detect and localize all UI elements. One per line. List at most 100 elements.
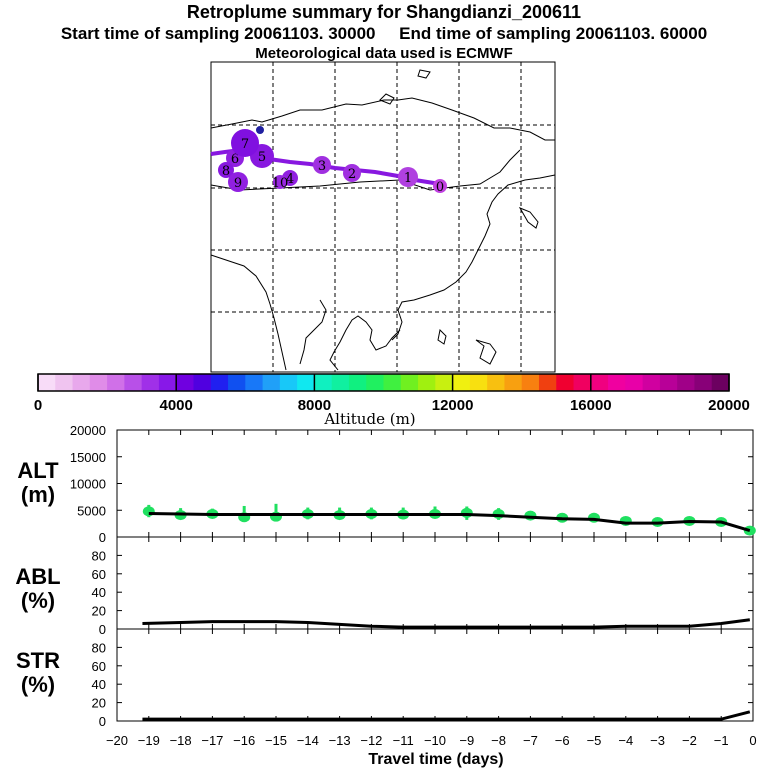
colorbar-swatch: [504, 374, 523, 391]
xtick-label: −5: [587, 733, 602, 748]
map-marker: [228, 172, 248, 192]
abl-ytick-label: 80: [92, 548, 106, 563]
colorbar-swatch: [72, 374, 91, 391]
alt-spread-point: [460, 507, 473, 518]
abl-ytick-label: 40: [92, 585, 106, 600]
alt-series-line: [148, 511, 751, 533]
map-coastlines: [210, 69, 556, 371]
colorbar-swatch: [573, 374, 592, 391]
colorbar-swatch: [677, 374, 695, 391]
map-marker-label: 2: [348, 167, 356, 182]
str-ytick-label: 40: [92, 677, 106, 692]
xtick-label: −16: [233, 733, 255, 748]
map-marker-label: 8: [222, 164, 230, 179]
xaxis-label: Travel time (days): [368, 751, 503, 768]
map-marker-label: 6: [231, 152, 239, 167]
xtick-label: −18: [170, 733, 192, 748]
str-ytick-label: 0: [99, 714, 106, 729]
colorbar-swatch: [642, 374, 661, 391]
colorbar-swatch: [38, 374, 56, 391]
colorbar-swatch: [55, 374, 74, 391]
colorbar-tick-label: 0: [34, 397, 42, 414]
xtick-label: −13: [329, 733, 351, 748]
map-marker: [398, 167, 418, 187]
xtick-label: −4: [618, 733, 633, 748]
xtick-label: −14: [297, 733, 319, 748]
colorbar-swatch: [694, 374, 713, 391]
xtick-label: −10: [424, 733, 446, 748]
abl-series-line: [142, 618, 751, 629]
colorbar-swatch: [158, 374, 177, 391]
chart-title: Retroplume summary for Shangdianzi_20061…: [186, 2, 582, 22]
colorbar-swatch: [262, 374, 281, 391]
colorbar-swatch: [400, 374, 419, 391]
abl-panel-label: (%): [21, 588, 55, 613]
map-marker-label: 9: [234, 176, 242, 191]
colorbar-tick-label: 16000: [570, 397, 612, 414]
alt-ytick-label: 20000: [70, 423, 106, 438]
colorbar-swatch: [625, 374, 644, 391]
colorbar-swatch: [590, 374, 609, 391]
met-data-text: Meteorological data used is ECMWF: [255, 45, 513, 62]
map-marker-label: 5: [258, 150, 266, 165]
abl-ytick-label: 20: [92, 604, 106, 619]
colorbar-swatch: [107, 374, 125, 391]
colorbar-swatch: [297, 374, 315, 391]
xtick-label: −1: [714, 733, 729, 748]
colorbar-swatch: [435, 374, 454, 391]
xtick-label: −8: [491, 733, 506, 748]
xtick-label: −12: [360, 733, 382, 748]
str-ytick-label: 80: [92, 640, 106, 655]
map-marker-label: 1: [404, 171, 412, 186]
map-marker-label: 4: [286, 172, 294, 187]
colorbar-swatch: [245, 374, 264, 391]
colorbar-swatch: [141, 374, 160, 391]
alt-panel-label: (m): [21, 482, 55, 507]
str-panel-label: STR: [16, 648, 60, 673]
colorbar-swatch: [89, 374, 108, 391]
colorbar-swatch: [348, 374, 367, 391]
map-marker-label: 10: [272, 176, 289, 191]
colorbar-swatch: [176, 374, 194, 391]
colorbar-swatch: [711, 374, 730, 391]
xtick-label: −15: [265, 733, 287, 748]
colorbar-swatch: [210, 374, 229, 391]
colorbar-tick-label: 4000: [160, 397, 193, 414]
map-frame: [210, 61, 556, 373]
str-ytick-label: 20: [92, 696, 106, 711]
colorbar-swatch: [314, 374, 333, 391]
colorbar-swatch: [469, 374, 488, 391]
xtick-label: −2: [682, 733, 697, 748]
xtick-label: −6: [555, 733, 570, 748]
colorbar-swatch: [331, 374, 350, 391]
colorbar-swatch: [538, 374, 557, 391]
colorbar-swatch: [521, 374, 540, 391]
xtick-label: −11: [393, 733, 414, 748]
map-marker: [231, 129, 259, 157]
xtick-label: −3: [650, 733, 665, 748]
xtick-label: 0: [749, 733, 756, 748]
colorbar-swatch: [228, 374, 246, 391]
colorbar-swatch: [418, 374, 436, 391]
alt-ytick-label: 5000: [77, 503, 106, 518]
map-marker-label: 3: [318, 159, 326, 174]
colorbar-label: Altitude (m): [323, 410, 415, 428]
altitude-colorbar: 0 4000 8000 12000 16000 20000: [34, 373, 750, 414]
sampling-time-text: Start time of sampling 20061103. 30000 E…: [60, 24, 708, 43]
colorbar-tick-label: 12000: [432, 397, 474, 414]
xtick-label: −19: [138, 733, 160, 748]
colorbar-swatch: [556, 374, 575, 391]
colorbar-tick-label: 8000: [298, 397, 331, 414]
map-graticule: [211, 62, 555, 372]
colorbar-swatch: [124, 374, 143, 391]
receptor-point: [256, 126, 264, 134]
map-marker: [433, 179, 447, 193]
abl-panel-label: ABL: [15, 564, 60, 589]
colorbar-swatch: [279, 374, 298, 391]
map-marker-label: 7: [241, 137, 249, 152]
colorbar-swatch: [452, 374, 471, 391]
xtick-label: −17: [201, 733, 223, 748]
xtick-label: −7: [523, 733, 538, 748]
